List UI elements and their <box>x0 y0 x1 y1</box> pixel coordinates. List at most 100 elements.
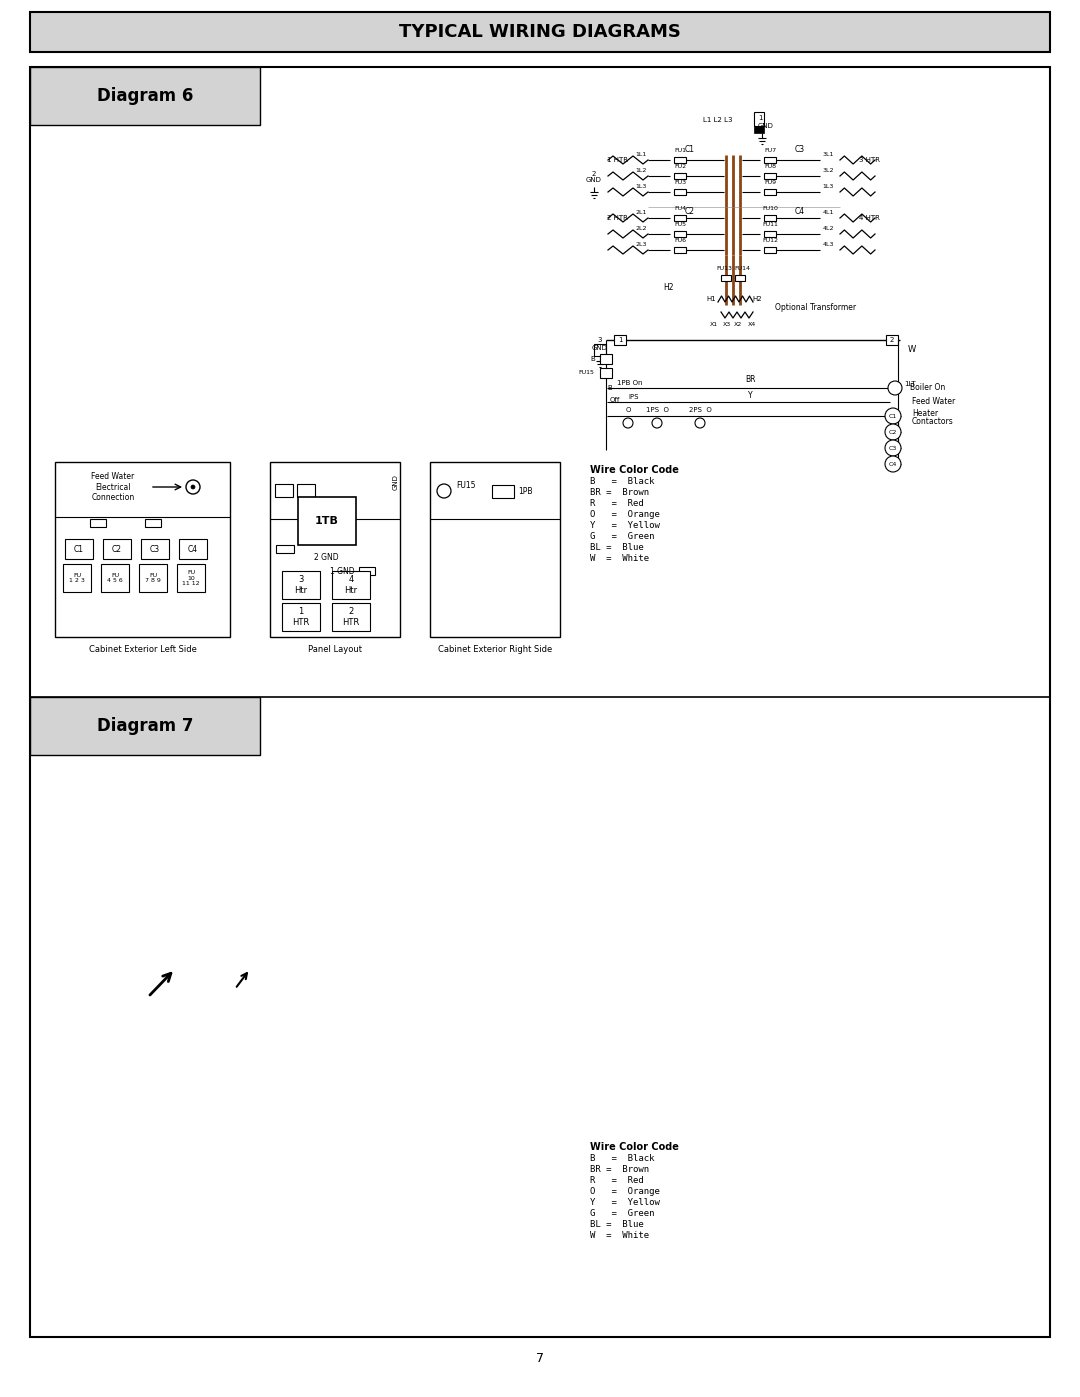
Text: 1PS  O: 1PS O <box>646 407 669 414</box>
Bar <box>600 367 612 379</box>
Text: C3: C3 <box>150 545 160 553</box>
Text: 3L1: 3L1 <box>822 151 834 156</box>
Text: FU8: FU8 <box>764 165 777 169</box>
Text: 1
HTR: 1 HTR <box>293 608 310 627</box>
Text: GND: GND <box>393 474 399 490</box>
Text: TYPICAL WIRING DIAGRAMS: TYPICAL WIRING DIAGRAMS <box>400 22 680 41</box>
Bar <box>298 497 356 545</box>
Text: FU
10
11 12: FU 10 11 12 <box>183 570 200 587</box>
Circle shape <box>696 418 705 427</box>
Circle shape <box>652 418 662 427</box>
Text: BL =  Blue: BL = Blue <box>590 543 644 552</box>
Text: 4
Htr: 4 Htr <box>345 576 357 595</box>
Text: L1 L2 L3: L1 L2 L3 <box>703 117 732 123</box>
Text: 1L3: 1L3 <box>822 183 834 189</box>
Bar <box>359 567 375 576</box>
Bar <box>492 485 514 497</box>
Bar <box>65 539 93 559</box>
Bar <box>754 126 764 133</box>
Text: FU14: FU14 <box>734 267 750 271</box>
Text: 3L2: 3L2 <box>822 168 834 172</box>
Text: FU13: FU13 <box>716 267 732 271</box>
Text: R   =  Red: R = Red <box>590 1176 644 1185</box>
Text: FU11: FU11 <box>762 222 778 228</box>
Bar <box>30 67 260 124</box>
Text: O   =  Orange: O = Orange <box>590 1187 660 1196</box>
Text: 1L3: 1L3 <box>635 183 647 189</box>
Text: FU1: FU1 <box>674 148 686 154</box>
Bar <box>30 697 260 754</box>
Bar <box>674 156 686 163</box>
Text: C2: C2 <box>889 429 897 434</box>
Text: 1: 1 <box>618 337 622 344</box>
Text: Optional Transformer: Optional Transformer <box>775 303 856 312</box>
Text: Y   =  Yellow: Y = Yellow <box>590 521 660 529</box>
Bar <box>886 335 897 345</box>
Text: FU
1 2 3: FU 1 2 3 <box>69 573 85 584</box>
Text: C4: C4 <box>188 545 198 553</box>
Bar <box>332 571 370 599</box>
Text: O: O <box>625 407 631 414</box>
Text: 7: 7 <box>536 1352 544 1365</box>
Text: Wire Color Code: Wire Color Code <box>590 465 679 475</box>
Bar <box>721 275 731 281</box>
Text: IPS: IPS <box>627 394 638 400</box>
Text: C3: C3 <box>889 446 897 450</box>
Text: C1: C1 <box>685 145 696 155</box>
Bar <box>600 353 612 365</box>
Bar <box>764 189 777 196</box>
Text: BR: BR <box>745 376 755 384</box>
Text: H2: H2 <box>663 284 673 292</box>
Circle shape <box>885 440 901 455</box>
Circle shape <box>623 418 633 427</box>
Text: B   =  Black: B = Black <box>590 476 654 486</box>
Text: BL =  Blue: BL = Blue <box>590 1220 644 1229</box>
Circle shape <box>888 381 902 395</box>
Text: Cabinet Exterior Left Side: Cabinet Exterior Left Side <box>89 644 197 654</box>
Text: O   =  Orange: O = Orange <box>590 510 660 520</box>
Text: C3: C3 <box>795 145 805 155</box>
Bar <box>764 156 777 163</box>
Text: Feed Water
Electrical
Connection: Feed Water Electrical Connection <box>92 472 135 502</box>
Text: Diagram 6: Diagram 6 <box>97 87 193 105</box>
Bar <box>764 231 777 237</box>
Text: 1LT: 1LT <box>904 381 916 387</box>
Bar <box>103 539 131 559</box>
Bar <box>764 215 777 221</box>
Text: Y: Y <box>747 391 753 400</box>
Text: 3
GND: 3 GND <box>592 338 608 351</box>
Text: BR =  Brown: BR = Brown <box>590 488 649 497</box>
Text: 1 GND: 1 GND <box>330 567 355 576</box>
Bar <box>674 189 686 196</box>
Text: B: B <box>607 386 611 391</box>
Bar <box>177 564 205 592</box>
Text: C2: C2 <box>685 208 696 217</box>
Bar <box>594 344 606 356</box>
Text: G   =  Green: G = Green <box>590 532 654 541</box>
Bar <box>145 520 161 527</box>
Text: 1 HTR: 1 HTR <box>607 156 627 163</box>
Text: FU15: FU15 <box>578 370 594 376</box>
Bar <box>270 462 400 637</box>
Text: 2 GND: 2 GND <box>314 552 339 562</box>
Bar <box>275 483 293 497</box>
Bar <box>55 462 230 637</box>
Text: FU4: FU4 <box>674 207 686 211</box>
Text: X2: X2 <box>734 321 742 327</box>
Text: R   =  Red: R = Red <box>590 499 644 509</box>
Text: 2L1: 2L1 <box>635 210 647 215</box>
Text: 2 HTR: 2 HTR <box>607 215 627 221</box>
Circle shape <box>186 481 200 495</box>
Circle shape <box>885 408 901 425</box>
Text: X1: X1 <box>710 321 718 327</box>
Text: C1: C1 <box>889 414 897 419</box>
Text: 2
HTR: 2 HTR <box>342 608 360 627</box>
Text: FU10: FU10 <box>762 207 778 211</box>
Circle shape <box>191 485 195 489</box>
Text: FU9: FU9 <box>764 180 777 186</box>
Bar <box>430 462 561 637</box>
Text: Diagram 7: Diagram 7 <box>97 717 193 735</box>
Text: 1L2: 1L2 <box>635 168 647 172</box>
Text: FU15: FU15 <box>456 481 475 489</box>
Text: Feed Water: Feed Water <box>912 398 955 407</box>
